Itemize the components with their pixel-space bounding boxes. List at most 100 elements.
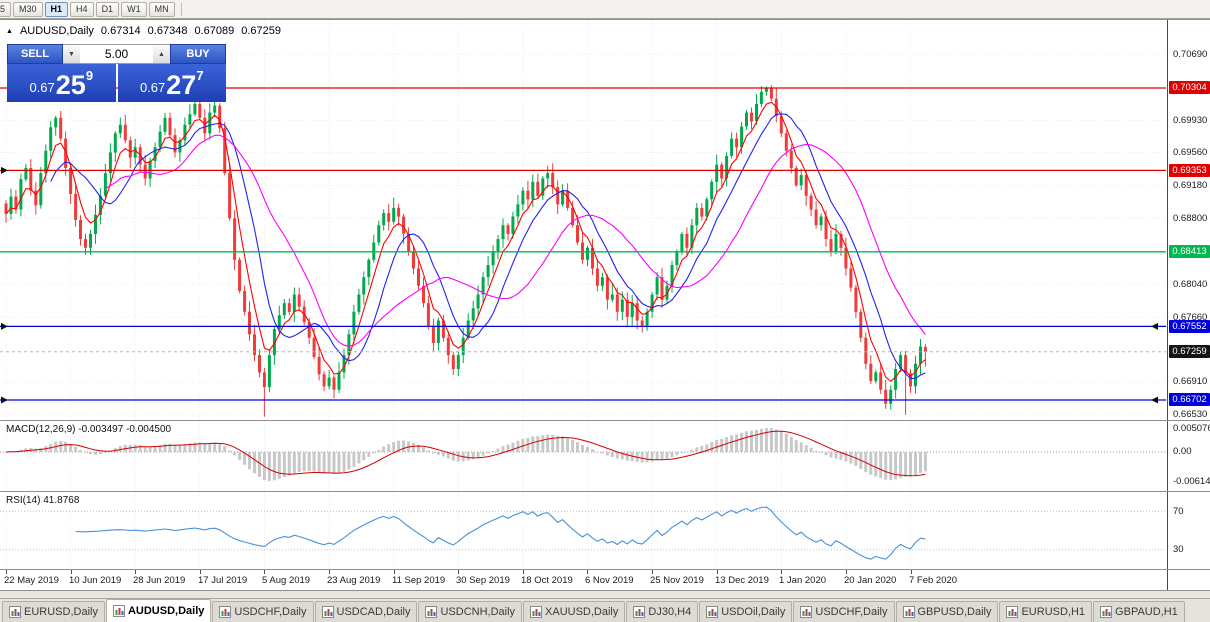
price-axis-badge: 0.70304 <box>1169 81 1210 94</box>
chart-tab-icon <box>706 606 719 618</box>
date-axis-label: 11 Sep 2019 <box>392 575 446 586</box>
date-axis-tick <box>264 570 265 574</box>
chart-bottom-border <box>0 590 1210 591</box>
chart-tab-gbpusd-daily[interactable]: GBPUSD,Daily <box>895 601 999 622</box>
chart-tab-audusd-daily[interactable]: AUDUSD,Daily <box>105 599 212 622</box>
chart-tab-icon <box>9 606 21 618</box>
sell-price-pips: 25 <box>55 70 86 100</box>
chart-tab-label: DJ30,H4 <box>648 606 692 618</box>
macd-indicator-label: MACD(12,26,9) -0.003497 -0.004500 <box>6 424 172 435</box>
sell-price-base: 0.67 <box>29 80 55 95</box>
date-axis: 22 May 2019 10 Jun 2019 28 Jun 2019 17 Jul … <box>0 570 1166 590</box>
chart-tab-usdoil-daily[interactable]: USDOil,Daily <box>699 601 793 622</box>
chart-tab-gbpaud-h1[interactable]: GBPAUD,H1 <box>1093 601 1185 622</box>
price-axis-badge: 0.67552 <box>1169 320 1210 333</box>
sell-price-point: 9 <box>85 68 94 83</box>
chart-tab-icon <box>1100 606 1113 618</box>
date-axis-label: 6 Nov 2019 <box>585 575 634 586</box>
date-axis-tick <box>911 570 912 574</box>
pane-splitter[interactable] <box>0 569 1210 570</box>
collapse-triangle-icon[interactable]: ▲ <box>6 27 13 35</box>
sell-price-display[interactable]: 0.67 25 9 <box>7 64 116 102</box>
date-axis-tick <box>523 570 524 574</box>
price-axis-label: 0.67660 <box>1173 312 1208 323</box>
buy-price-display[interactable]: 0.67 27 7 <box>117 64 226 102</box>
buy-price-pips: 27 <box>166 70 197 100</box>
chart-tab-label: XAUUSD,Daily <box>545 606 619 618</box>
high-value: 0.67348 <box>147 25 188 37</box>
volume-up-button[interactable]: ▲ <box>153 44 170 64</box>
price-axis-label: 0.66530 <box>1173 409 1208 420</box>
macd-indicator-canvas[interactable] <box>0 421 1166 491</box>
date-axis-tick <box>652 570 653 574</box>
date-axis-tick <box>135 570 136 574</box>
date-axis-tick <box>6 570 7 574</box>
chart-ohlc-header: ▲ AUDUSD,Daily 0.67314 0.67348 0.67089 0… <box>6 25 281 37</box>
chart-tab-label: USDCNH,Daily <box>440 606 516 618</box>
chart-tab-label: GBPAUD,H1 <box>1115 606 1178 618</box>
chart-tab-eurusd-daily[interactable]: EURUSD,Daily <box>2 601 105 622</box>
timeframe-button-5[interactable]: 5 <box>0 1 12 17</box>
rsi-indicator-canvas[interactable] <box>0 492 1166 569</box>
sell-button[interactable]: SELL <box>7 44 63 64</box>
chart-tab-label: USDCHF,Daily <box>234 606 307 618</box>
chart-tab-icon <box>800 606 813 618</box>
date-axis-tick <box>781 570 782 574</box>
volume-down-button[interactable]: ▼ <box>63 44 80 64</box>
price-axis-label: 0.68800 <box>1173 213 1208 224</box>
date-axis-label: 30 Sep 2019 <box>456 575 510 586</box>
chart-tab-label: AUDUSD,Daily <box>127 605 205 617</box>
date-axis-label: 20 Jan 2020 <box>844 575 897 586</box>
rsi-indicator-label: RSI(14) 41.8768 <box>6 495 80 506</box>
chart-tab-icon <box>633 606 646 618</box>
price-chart-canvas[interactable] <box>0 20 1166 420</box>
buy-button[interactable]: BUY <box>170 44 226 64</box>
date-axis-label: 10 Jun 2019 <box>69 575 122 586</box>
chart-tab-icon <box>321 606 334 618</box>
chart-tab-usdcad-daily[interactable]: USDCAD,Daily <box>314 601 418 622</box>
volume-input[interactable]: 5.00 <box>80 44 153 64</box>
timeframe-button-m30[interactable]: M30 <box>13 1 43 17</box>
chart-tab-usdchf-daily[interactable]: USDCHF,Daily <box>793 601 895 622</box>
timeframe-button-w1[interactable]: W1 <box>121 1 147 17</box>
macd-axis-label: -0.006148 <box>1173 476 1210 487</box>
macd-axis-label: 0.005076 <box>1173 423 1210 434</box>
chart-tab-usdcnh-daily[interactable]: USDCNH,Daily <box>418 601 523 622</box>
date-axis-label: 7 Feb 2020 <box>909 575 958 586</box>
timeframe-button-mn[interactable]: MN <box>148 1 175 17</box>
chart-tab-icon <box>530 606 543 618</box>
chart-tab-icon <box>902 606 915 618</box>
rsi-axis-label: 70 <box>1173 506 1184 517</box>
date-axis-label: 28 Jun 2019 <box>133 575 186 586</box>
buy-price-base: 0.67 <box>139 80 166 95</box>
price-axis-badge: 0.66702 <box>1169 393 1210 406</box>
date-axis-label: 22 May 2019 <box>4 575 59 586</box>
chart-tab-dj30-h4[interactable]: DJ30,H4 <box>626 601 699 622</box>
date-axis-label: 1 Jan 2020 <box>779 575 827 586</box>
low-value: 0.67089 <box>194 25 235 37</box>
price-axis-label: 0.69180 <box>1173 180 1208 191</box>
chart-tab-eurusd-h1[interactable]: EURUSD,H1 <box>999 601 1093 622</box>
price-axis: 0.70690 0.69930 0.69560 0.69180 0.68800 0.680… <box>1167 20 1210 590</box>
timeframe-button-h4[interactable]: H4 <box>70 1 94 17</box>
chart-tab-label: USDCHF,Daily <box>815 606 888 618</box>
chart-background <box>0 19 1210 591</box>
timeframe-toolbar: 5 M30 H1 H4 D1 W1 MN <box>0 0 1210 19</box>
chart-symbol-label: AUDUSD,Daily <box>19 25 94 37</box>
date-axis-label: 5 Aug 2019 <box>262 575 311 586</box>
chart-tab-usdchf-daily[interactable]: USDCHF,Daily <box>212 601 314 622</box>
timeframe-button-d1[interactable]: D1 <box>95 1 120 17</box>
date-axis-label: 25 Nov 2019 <box>650 575 704 586</box>
chart-top-border <box>0 19 1210 20</box>
timeframe-button-h1[interactable]: H1 <box>44 1 69 17</box>
pane-splitter[interactable] <box>0 420 1210 421</box>
date-axis-label: 13 Dec 2019 <box>715 575 769 586</box>
chart-tab-xauusd-daily[interactable]: XAUUSD,Daily <box>523 601 626 622</box>
chart-tab-icon <box>219 606 232 618</box>
macd-axis-label: 0.00 <box>1173 446 1192 457</box>
date-axis-tick <box>458 570 459 574</box>
date-axis-tick <box>587 570 588 574</box>
pane-splitter[interactable] <box>0 491 1210 492</box>
date-axis-tick <box>394 570 395 574</box>
